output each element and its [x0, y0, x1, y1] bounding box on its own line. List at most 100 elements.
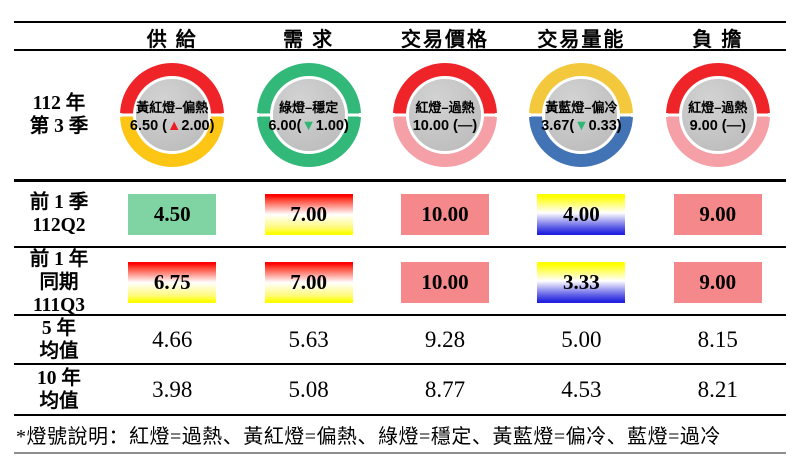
score-value: 9.00 ( — [689, 117, 727, 134]
score-value: 10.00 ( — [412, 117, 458, 134]
housing-indicator-table: 供 給 需 求 交易價格 交易量能 負 擔 112 年第 3 季 黃紅燈–偏熱 6.50 … — [14, 21, 786, 454]
indicator-donut: 紅燈–過熱 9.00 (—) — [665, 63, 770, 167]
row-label-line: 前 1 季 — [29, 192, 89, 213]
value-cell: 10.00 — [377, 262, 513, 303]
column-header: 交易量能 — [537, 29, 626, 51]
current-quarter-row: 112 年第 3 季 黃紅燈–偏熱 6.50 (▲2.00) 綠燈–穩定 6.00(▼… — [14, 51, 786, 182]
column-header: 需 求 — [283, 29, 335, 51]
indicator-donut: 紅燈–過熱 10.00 (—) — [392, 63, 497, 167]
donut-center — [678, 76, 757, 154]
donut-cell: 黃紅燈–偏熱 6.50 (▲2.00) — [104, 63, 240, 167]
donut-center — [269, 76, 348, 154]
average-value: 5.00 — [561, 326, 602, 352]
prev-year-row: 前 1 年同期 111Q3 6.75 7.00 10.00 3.33 9.00 — [14, 248, 786, 316]
row-label-line: 同期 — [39, 272, 79, 293]
indicator-donut: 綠燈–穩定 6.00(▼1.00) — [256, 63, 361, 167]
score-value: 6.50 ( — [129, 117, 168, 134]
change-value: ) — [741, 117, 746, 134]
donut-center — [405, 76, 484, 154]
light-value-box: 4.00 — [537, 193, 626, 235]
score-value: 3.67( — [541, 117, 575, 134]
column-header: 交易價格 — [400, 29, 489, 51]
donut-text: 黃藍燈–偏冷 3.67(▼0.33) — [529, 63, 633, 167]
change-arrow-icon: ▲ — [167, 117, 182, 134]
average-value: 8.15 — [697, 326, 738, 352]
change-value: 0.33) — [588, 117, 622, 134]
change-arrow-icon: — — [726, 117, 742, 134]
average-value: 3.98 — [152, 376, 193, 402]
light-status-label: 紅燈–過熱 — [415, 99, 475, 115]
average-value: 5.63 — [288, 326, 329, 352]
legend-footnote: *燈號說明：紅燈=過熱、黃紅燈=偏熱、綠燈=穩定、黃藍燈=偏冷、藍燈=過冷 — [14, 416, 786, 454]
donut-cell: 黃藍燈–偏冷 3.67(▼0.33) — [513, 63, 649, 167]
light-value-box: 3.33 — [537, 262, 626, 303]
change-value: 1.00) — [315, 117, 349, 134]
score-reading: 10.00 (—) — [413, 118, 478, 134]
avg-10yr-row: 10 年均值 3.98 5.08 8.77 4.53 8.21 — [14, 365, 786, 416]
row-label-line: 均值 — [39, 390, 79, 412]
row-label-line: 112 年 — [32, 93, 86, 114]
donut-center — [542, 76, 621, 154]
value-cell: 10.00 — [377, 193, 513, 235]
row-label-line: 均值 — [39, 340, 79, 362]
row-label-line: 5 年 — [41, 317, 77, 339]
current-quarter-label: 112 年第 3 季 — [14, 92, 104, 138]
score-reading: 6.00(▼1.00) — [268, 118, 348, 134]
donut-cell: 紅燈–過熱 10.00 (—) — [377, 63, 513, 167]
light-value-box: 6.75 — [128, 262, 217, 303]
value-cell: 4.50 — [104, 193, 240, 235]
light-value-box: 9.00 — [673, 193, 762, 235]
row-label-line: 112Q2 — [32, 215, 86, 236]
donut-text: 黃紅燈–偏熱 6.50 (▲2.00) — [120, 63, 224, 167]
column-header: 供 給 — [146, 29, 198, 51]
light-value-box: 9.00 — [673, 262, 762, 303]
change-arrow-icon: ▼ — [574, 117, 589, 134]
value-cell: 7.00 — [240, 193, 376, 235]
indicator-donut: 黃紅燈–偏熱 6.50 (▲2.00) — [120, 63, 225, 167]
prev-year-label: 前 1 年同期 111Q3 — [14, 248, 104, 317]
donut-text: 紅燈–過熱 9.00 (—) — [666, 63, 770, 167]
row-label-line: 前 1 年 — [29, 249, 89, 270]
light-value-box: 10.00 — [400, 193, 489, 235]
change-value: 2.00) — [181, 117, 215, 134]
row-label-line: 10 年 — [37, 367, 81, 389]
value-cell: 3.33 — [513, 262, 649, 303]
light-value-box: 10.00 — [400, 262, 489, 303]
value-cell: 9.00 — [650, 193, 786, 235]
indicator-donut: 黃藍燈–偏冷 3.67(▼0.33) — [529, 63, 634, 167]
score-reading: 9.00 (—) — [690, 118, 746, 134]
light-value-box: 4.50 — [128, 193, 217, 235]
change-arrow-icon: ▼ — [301, 117, 316, 134]
row-label-line: 111Q3 — [32, 295, 86, 316]
avg-5yr-label: 5 年均值 — [14, 317, 104, 363]
avg-5yr-row: 5 年均值 4.66 5.63 9.28 5.00 8.15 — [14, 316, 786, 365]
score-reading: 6.50 (▲2.00) — [130, 118, 215, 134]
header-row: 供 給 需 求 交易價格 交易量能 負 擔 — [14, 21, 786, 51]
value-cell: 9.00 — [650, 262, 786, 303]
average-value: 8.21 — [697, 376, 738, 402]
donut-text: 綠燈–穩定 6.00(▼1.00) — [257, 63, 361, 167]
donut-text: 紅燈–過熱 10.00 (—) — [393, 63, 497, 167]
light-status-label: 黃藍燈–偏冷 — [545, 99, 618, 115]
average-value: 5.08 — [288, 376, 329, 402]
prev-quarter-label: 前 1 季 112Q2 — [14, 191, 104, 237]
value-cell: 4.00 — [513, 193, 649, 235]
average-value: 9.28 — [424, 326, 466, 352]
light-value-box: 7.00 — [264, 193, 353, 235]
donut-cell: 綠燈–穩定 6.00(▼1.00) — [240, 63, 376, 167]
light-status-label: 紅燈–過熱 — [688, 99, 748, 115]
value-cell: 6.75 — [104, 262, 240, 303]
average-value: 8.77 — [424, 376, 466, 402]
average-value: 4.66 — [152, 326, 193, 352]
prev-quarter-row: 前 1 季 112Q2 4.50 7.00 10.00 4.00 9.00 — [14, 182, 786, 248]
donut-center — [133, 76, 212, 154]
donut-cell: 紅燈–過熱 9.00 (—) — [650, 63, 786, 167]
light-status-label: 黃紅燈–偏熱 — [136, 99, 209, 115]
column-header: 負 擔 — [692, 29, 744, 51]
light-value-box: 7.00 — [264, 262, 353, 303]
change-value: ) — [472, 117, 478, 134]
score-value: 6.00( — [268, 117, 302, 134]
value-cell: 7.00 — [240, 262, 376, 303]
score-reading: 3.67(▼0.33) — [541, 118, 621, 134]
avg-10yr-label: 10 年均值 — [14, 367, 104, 413]
